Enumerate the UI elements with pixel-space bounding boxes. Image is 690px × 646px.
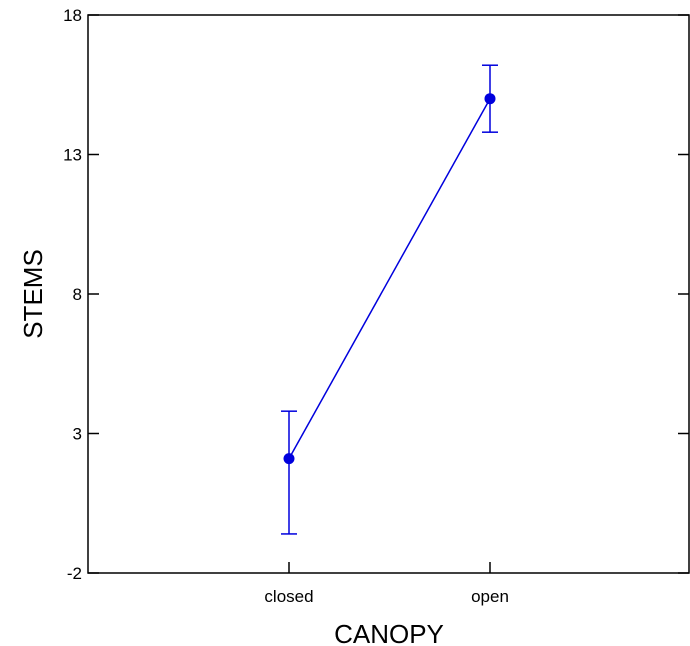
x-axis: closed open	[264, 562, 509, 606]
y-tick-label: 3	[73, 425, 82, 444]
y-tick-label: 8	[73, 285, 82, 304]
y-tick-label: -2	[67, 564, 82, 583]
data-point	[484, 93, 496, 105]
y-tick-label: 18	[63, 6, 82, 25]
data-point	[283, 453, 295, 465]
x-tick-label: open	[471, 587, 509, 606]
y-tick-label: 13	[63, 146, 82, 165]
series-line	[288, 98, 491, 459]
series	[281, 64, 498, 535]
y-axis: -2 3 8 13 18	[63, 6, 689, 583]
x-axis-title: CANOPY	[334, 619, 444, 646]
plot-frame	[87, 14, 690, 574]
y-axis-title: STEMS	[18, 249, 48, 339]
x-tick-label: closed	[264, 587, 313, 606]
